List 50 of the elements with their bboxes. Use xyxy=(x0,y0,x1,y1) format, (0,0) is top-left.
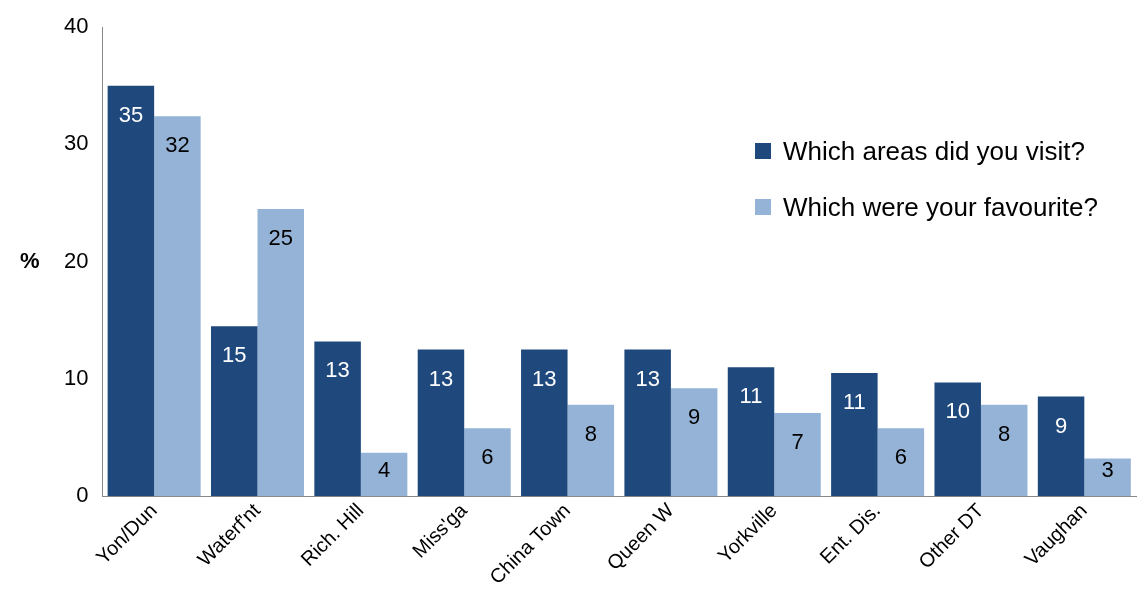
bar xyxy=(464,428,511,497)
y-tick-label: 30 xyxy=(63,130,89,156)
y-tick-label: 10 xyxy=(63,364,89,390)
y-tick-label: 40 xyxy=(63,13,89,39)
bar xyxy=(980,404,1028,497)
data-label: 13 xyxy=(635,365,660,391)
bar xyxy=(1084,458,1131,497)
bar xyxy=(624,349,671,497)
y-tick-label: 20 xyxy=(63,247,89,273)
bar xyxy=(210,326,258,497)
bar xyxy=(314,341,361,497)
bar xyxy=(934,382,981,497)
data-label: 8 xyxy=(998,420,1011,446)
data-label: 13 xyxy=(532,365,557,391)
data-label: 10 xyxy=(945,398,970,424)
data-label: 4 xyxy=(377,457,391,483)
bar xyxy=(831,373,878,497)
data-label: 25 xyxy=(268,224,293,250)
data-label: 9 xyxy=(688,404,701,430)
legend-label: Which areas did you visit? xyxy=(782,135,1085,167)
data-label: 8 xyxy=(584,420,597,446)
data-label: 9 xyxy=(1054,412,1068,438)
data-label: 11 xyxy=(739,383,763,409)
data-label: 15 xyxy=(222,342,247,368)
bar xyxy=(257,208,305,497)
data-label: 13 xyxy=(428,365,454,391)
bar xyxy=(107,85,155,497)
x-tick-label: Rich. Hill xyxy=(296,498,368,571)
data-label: 3 xyxy=(1101,457,1114,483)
data-label: 13 xyxy=(325,357,350,383)
bar xyxy=(877,428,925,497)
data-label: 35 xyxy=(118,101,144,127)
bar xyxy=(727,367,775,497)
bar xyxy=(521,349,568,497)
y-axis-title: % xyxy=(20,247,40,273)
bar xyxy=(417,349,465,497)
bar xyxy=(567,404,615,497)
data-label: 32 xyxy=(165,132,190,158)
bar xyxy=(360,452,408,497)
bar xyxy=(1037,396,1085,497)
data-label: 11 xyxy=(842,389,866,415)
y-tick-label: 0 xyxy=(76,482,89,508)
x-tick-label: Ent. Dis. xyxy=(815,498,885,568)
bar xyxy=(670,388,718,497)
legend-label: Which were your favourite? xyxy=(782,191,1098,223)
bar xyxy=(774,412,821,497)
bar xyxy=(154,116,201,497)
data-label: 7 xyxy=(791,428,804,454)
data-label: 6 xyxy=(481,444,494,470)
data-label: 6 xyxy=(894,444,907,470)
